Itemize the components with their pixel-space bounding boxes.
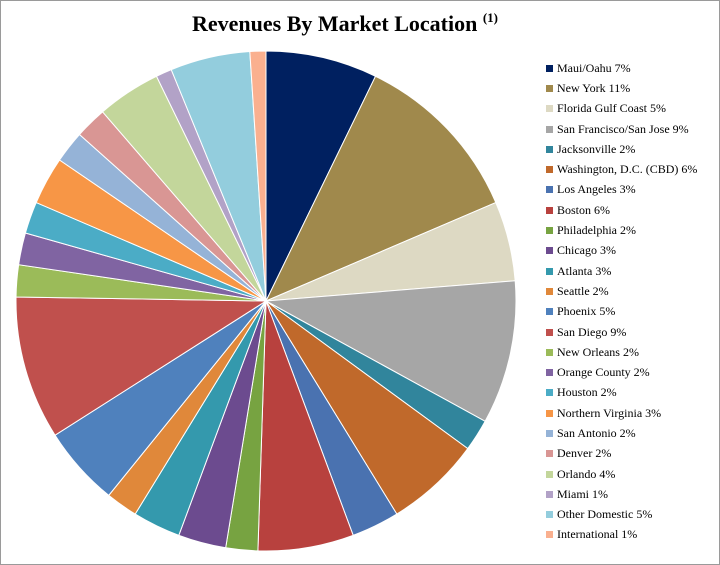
legend-item-miami: Miami 1% (546, 484, 718, 504)
legend-label: Orlando 4% (557, 466, 616, 481)
legend-swatch (546, 166, 553, 174)
legend-swatch (546, 328, 553, 336)
legend-item-boston: Boston 6% (546, 200, 718, 220)
legend-swatch (546, 206, 553, 214)
legend-item-phoenix: Phoenix 5% (546, 302, 718, 322)
legend-label: International 1% (557, 527, 638, 542)
legend-item-san-antonio: San Antonio 2% (546, 423, 718, 443)
legend-item-seattle: Seattle 2% (546, 281, 718, 301)
legend-swatch (546, 105, 553, 113)
legend-swatch (546, 389, 553, 397)
legend-label: Northern Virginia 3% (557, 405, 662, 420)
legend-swatch (546, 531, 553, 539)
legend-item-san-francisco-san-jose: San Francisco/San Jose 9% (546, 119, 718, 139)
pie-slice-new-york (264, 75, 497, 302)
pie-slice-maui-oahu (265, 50, 377, 302)
legend-item-international: International 1% (546, 525, 718, 545)
legend-swatch (546, 429, 553, 437)
legend-label: Other Domestic 5% (557, 507, 653, 522)
legend: Maui/Oahu 7% New York 11% Florida Gulf Coa… (546, 58, 718, 545)
legend-swatch (546, 450, 553, 458)
legend-item-houston: Houston 2% (546, 383, 718, 403)
legend-swatch (546, 511, 553, 519)
legend-item-other-domestic: Other Domestic 5% (546, 505, 718, 525)
legend-label: New Orleans 2% (557, 344, 639, 359)
legend-swatch (546, 308, 553, 316)
legend-label: Houston 2% (557, 385, 617, 400)
legend-item-denver: Denver 2% (546, 444, 718, 464)
legend-item-san-diego: San Diego 9% (546, 322, 718, 342)
chart-title-text: Revenues By Market Location (191, 11, 478, 36)
legend-swatch (546, 145, 553, 153)
legend-label: Orange County 2% (557, 365, 650, 380)
legend-item-maui-oahu: Maui/Oahu 7% (546, 58, 718, 78)
legend-label: Philadelphia 2% (557, 223, 636, 238)
legend-label: New York 11% (557, 80, 631, 95)
legend-swatch (546, 369, 553, 377)
legend-item-new-orleans: New Orleans 2% (546, 342, 718, 362)
legend-item-los-angeles: Los Angeles 3% (546, 180, 718, 200)
legend-item-orlando: Orlando 4% (546, 464, 718, 484)
legend-item-new-york: New York 11% (546, 78, 718, 98)
pie-slice-san-francisco-san-jose (264, 280, 517, 422)
legend-item-atlanta: Atlanta 3% (546, 261, 718, 281)
legend-item-northern-virginia: Northern Virginia 3% (546, 403, 718, 423)
legend-label: Chicago 3% (557, 243, 616, 258)
legend-item-orange-county: Orange County 2% (546, 362, 718, 382)
legend-item-washington-d-c-cbd: Washington, D.C. (CBD) 6% (546, 159, 718, 179)
legend-swatch (546, 267, 553, 275)
pie-chart (15, 50, 517, 552)
legend-swatch (546, 247, 553, 255)
legend-swatch (546, 84, 553, 92)
legend-swatch (546, 125, 553, 133)
legend-label: Florida Gulf Coast 5% (557, 101, 666, 116)
legend-swatch (546, 490, 553, 498)
legend-swatch (546, 470, 553, 478)
chart-title-note: (1) (482, 10, 499, 25)
legend-swatch (546, 227, 553, 235)
legend-label: Maui/Oahu 7% (557, 60, 631, 75)
legend-label: Jacksonville 2% (557, 141, 636, 156)
pie-slice-international (249, 50, 267, 302)
legend-item-jacksonville: Jacksonville 2% (546, 139, 718, 159)
legend-label: Atlanta 3% (557, 263, 612, 278)
pie-slice-san-diego (15, 296, 268, 436)
legend-label: Miami 1% (557, 486, 608, 501)
chart-title: Revenues By Market Location (1) (0, 10, 690, 37)
legend-label: San Francisco/San Jose 9% (557, 121, 689, 136)
legend-label: Seattle 2% (557, 283, 609, 298)
legend-item-philadelphia: Philadelphia 2% (546, 220, 718, 240)
legend-label: Los Angeles 3% (557, 182, 636, 197)
legend-swatch (546, 186, 553, 194)
legend-label: Denver 2% (557, 446, 612, 461)
legend-label: Boston 6% (557, 202, 611, 217)
legend-label: San Antonio 2% (557, 425, 636, 440)
legend-swatch (546, 409, 553, 417)
legend-swatch (546, 348, 553, 356)
legend-swatch (546, 64, 553, 72)
legend-swatch (546, 287, 553, 295)
legend-label: Washington, D.C. (CBD) 6% (557, 162, 698, 177)
legend-item-chicago: Chicago 3% (546, 241, 718, 261)
legend-item-florida-gulf-coast: Florida Gulf Coast 5% (546, 99, 718, 119)
legend-label: San Diego 9% (557, 324, 627, 339)
legend-label: Phoenix 5% (557, 304, 616, 319)
